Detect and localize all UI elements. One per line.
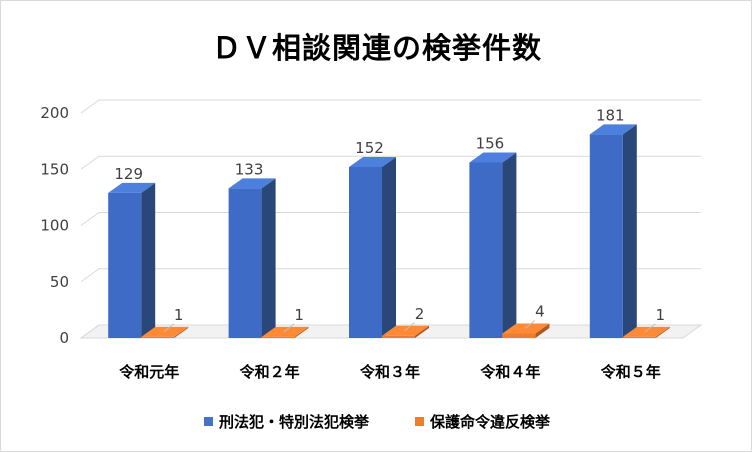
bar-s1-c3-side [382, 157, 396, 338]
data-leader-s2-c1 [163, 323, 175, 333]
bar-s2-c3-top [382, 325, 429, 336]
legend-item-series-2: 保護命令違反検挙 [415, 411, 550, 432]
bar-s2-c1-side [174, 326, 189, 338]
bar-s2-c3-side [415, 325, 429, 338]
bar-s2-c1-top [141, 326, 189, 337]
y-tick-label-0: 0 [59, 329, 69, 347]
bar-s2-c2-front [261, 336, 295, 338]
bar-s1-c2-side [261, 178, 276, 338]
gridline-200 [80, 99, 701, 114]
bar-s1-c5-side [622, 124, 637, 338]
chart-title: ＤＶ相談関連の検挙件数 [211, 31, 542, 65]
bar-s2-c5-side [655, 326, 670, 338]
data-label-s1-c2: 133 [235, 160, 264, 178]
bar-s1-c3-front [349, 167, 382, 338]
y-tick-label-50: 50 [50, 273, 69, 291]
bar-s2-c4-front [502, 333, 536, 338]
bar-s1-c1-side [141, 182, 156, 338]
bar-s1-c4-top [469, 152, 517, 163]
data-leader-s2-c4 [524, 320, 536, 329]
data-label-s1-c1: 129 [114, 165, 143, 183]
bar-s1-c1-front [108, 192, 142, 338]
data-label-s1-c4: 156 [476, 135, 505, 153]
bar-s1-c3-top [349, 157, 396, 167]
bar-s1-c5-top [589, 124, 637, 135]
legend-swatch-series-1 [203, 417, 213, 426]
legend-label-series-2: 保護命令違反検挙 [430, 413, 551, 431]
data-leader-s2-c3 [404, 322, 415, 332]
bar-s1-c4-side [502, 152, 517, 338]
bar-s2-c4-side [535, 323, 550, 338]
x-tick-label-5: 令和５年 [601, 363, 661, 381]
x-tick-label-3: 令和３年 [360, 363, 420, 381]
x-tick-label-4: 令和４年 [480, 363, 540, 381]
data-label-s2-c4: 4 [535, 303, 545, 321]
bar-s2-c1-front [141, 336, 175, 338]
data-leader-s2-c2 [283, 323, 295, 333]
bar-s1-c5-front [589, 134, 623, 338]
data-label-s2-c1: 1 [174, 306, 184, 324]
y-tick-label-200: 200 [40, 104, 69, 122]
bar-s2-c5-front [622, 336, 656, 338]
bar-s1-c2-front [228, 188, 262, 338]
bar-s1-c4-front [469, 162, 503, 338]
data-label-s1-c3: 152 [355, 139, 384, 157]
chart-legend: 刑法犯・特別法犯検挙 保護命令違反検挙 [1, 411, 752, 432]
data-label-s2-c2: 1 [294, 306, 304, 324]
bar-s2-c2-top [261, 326, 309, 337]
x-tick-label-2: 令和２年 [240, 363, 300, 381]
data-label-s2-c3: 2 [415, 305, 425, 323]
bar-s1-c1-top [108, 182, 156, 193]
data-label-s2-c5: 1 [656, 306, 666, 324]
y-tick-label-150: 150 [40, 160, 69, 178]
legend-item-series-1: 刑法犯・特別法犯検挙 [203, 411, 369, 432]
legend-label-series-1: 刑法犯・特別法犯検挙 [218, 413, 369, 431]
bar-s2-c4-top [502, 323, 550, 334]
bar-s1-c2-top [228, 178, 276, 189]
bar-s2-c2-side [294, 326, 309, 338]
legend-swatch-series-2 [415, 417, 424, 426]
y-tick-label-100: 100 [40, 217, 69, 235]
bar-s2-c3-front [382, 335, 415, 338]
bar-s2-c5-top [622, 326, 670, 337]
data-leader-s2-c5 [644, 323, 656, 333]
data-label-s1-c5: 181 [596, 106, 625, 124]
x-tick-label-1: 令和元年 [119, 363, 179, 381]
